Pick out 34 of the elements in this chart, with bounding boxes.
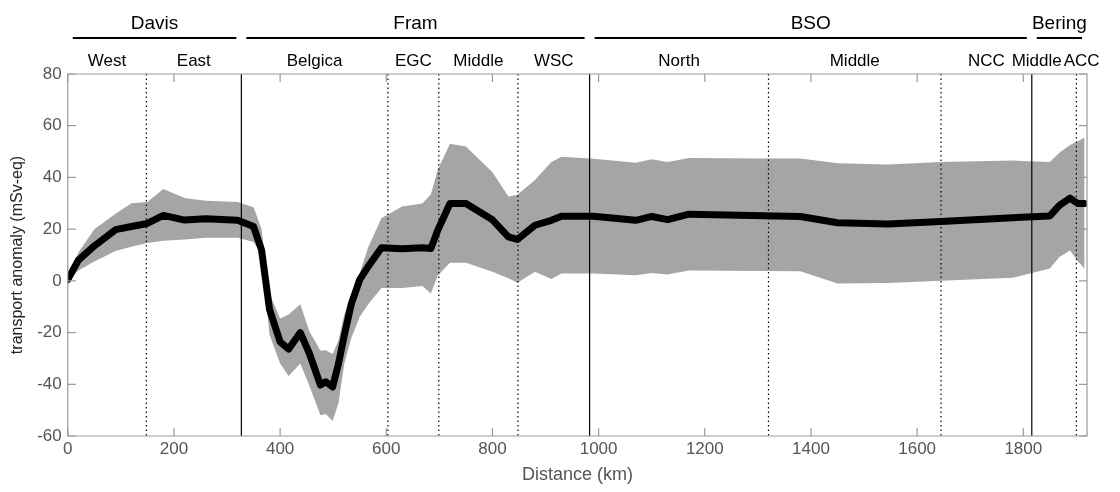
y-tick-label: 20 xyxy=(42,218,62,238)
text: Fram xyxy=(393,12,438,33)
x-tick-label: 1000 xyxy=(579,438,618,458)
text: East xyxy=(176,51,212,70)
text: Middle xyxy=(829,51,880,70)
y-tick-label: -60 xyxy=(37,425,62,445)
y-tick-label: 60 xyxy=(42,115,62,135)
x-axis-title: Distance (km) xyxy=(521,464,633,485)
text: West xyxy=(87,51,127,70)
text: EGC xyxy=(394,51,432,70)
x-tick-label: 1400 xyxy=(792,438,830,458)
x-tick-label: 600 xyxy=(372,438,401,458)
x-tick-label: 800 xyxy=(478,438,507,458)
text: Davis xyxy=(130,12,179,33)
y-tick-label: 0 xyxy=(52,270,62,290)
y-axis-title: transport anomaly (mSv-eq) xyxy=(8,155,26,355)
x-tick-label: 200 xyxy=(159,438,189,458)
text: NCC xyxy=(967,51,1005,70)
text: Bering xyxy=(1031,12,1087,33)
x-tick-label: 1600 xyxy=(898,438,937,458)
y-tick-label: 80 xyxy=(42,63,62,83)
text: North xyxy=(658,51,700,70)
text: Middle xyxy=(453,51,504,70)
y-tick-label: -40 xyxy=(37,373,62,393)
x-tick-label: 400 xyxy=(265,438,295,458)
y-tick-label: -20 xyxy=(37,322,62,342)
text: Belgica xyxy=(286,51,344,70)
text: BSO xyxy=(790,12,831,33)
text: ACC xyxy=(1063,51,1100,70)
y-tick-label: 40 xyxy=(42,167,62,187)
x-tick-label: 1200 xyxy=(685,438,724,458)
x-tick-label: 1800 xyxy=(1004,438,1043,458)
text: WSC xyxy=(533,51,574,70)
text: Middle xyxy=(1011,51,1062,70)
